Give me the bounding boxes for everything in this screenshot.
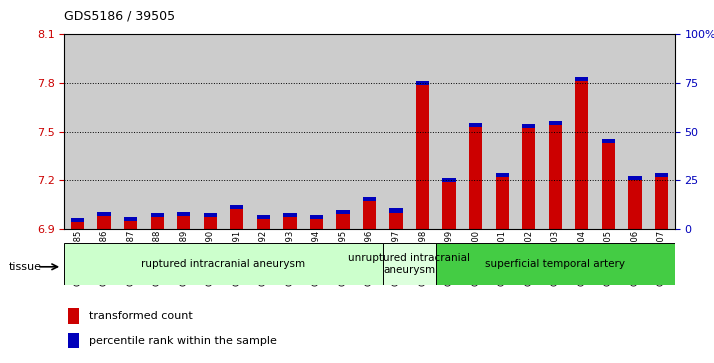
Bar bbox=[655, 173, 668, 177]
Bar bbox=[522, 124, 536, 129]
Bar bbox=[71, 222, 84, 229]
Bar bbox=[383, 243, 436, 285]
Bar bbox=[568, 34, 595, 229]
Text: tissue: tissue bbox=[9, 262, 41, 272]
Bar bbox=[575, 81, 588, 229]
Bar bbox=[469, 127, 482, 229]
Bar bbox=[68, 333, 79, 348]
Bar bbox=[443, 178, 456, 182]
Text: unruptured intracranial
aneurysm: unruptured intracranial aneurysm bbox=[348, 253, 471, 275]
Bar bbox=[575, 77, 588, 81]
Bar bbox=[602, 139, 615, 143]
Bar bbox=[310, 219, 323, 229]
Bar bbox=[416, 85, 429, 229]
Bar bbox=[144, 34, 171, 229]
Bar bbox=[257, 215, 270, 219]
Bar bbox=[250, 34, 276, 229]
Bar bbox=[203, 217, 217, 229]
Bar bbox=[177, 212, 191, 216]
Bar bbox=[648, 34, 675, 229]
Bar bbox=[197, 34, 223, 229]
Bar bbox=[310, 215, 323, 219]
Bar bbox=[151, 217, 164, 229]
Bar bbox=[283, 213, 296, 217]
Text: percentile rank within the sample: percentile rank within the sample bbox=[89, 336, 277, 346]
Bar bbox=[151, 213, 164, 217]
Bar bbox=[542, 34, 568, 229]
Bar bbox=[64, 243, 383, 285]
Text: transformed count: transformed count bbox=[89, 311, 193, 321]
Bar bbox=[595, 34, 622, 229]
Bar bbox=[230, 205, 243, 209]
Bar bbox=[91, 34, 117, 229]
Bar bbox=[622, 34, 648, 229]
Bar bbox=[303, 34, 330, 229]
Bar bbox=[117, 34, 144, 229]
Bar bbox=[283, 217, 296, 229]
Bar bbox=[496, 173, 509, 177]
Bar bbox=[489, 34, 516, 229]
Bar bbox=[97, 216, 111, 229]
Bar bbox=[469, 123, 482, 127]
Bar bbox=[463, 34, 489, 229]
Bar bbox=[443, 182, 456, 229]
Bar bbox=[276, 34, 303, 229]
Text: GDS5186 / 39505: GDS5186 / 39505 bbox=[64, 9, 176, 22]
Bar bbox=[548, 121, 562, 125]
Bar bbox=[516, 34, 542, 229]
Bar bbox=[522, 129, 536, 229]
Bar bbox=[230, 209, 243, 229]
Bar bbox=[416, 81, 429, 85]
Bar bbox=[389, 212, 403, 229]
Bar bbox=[628, 176, 642, 180]
Bar bbox=[363, 201, 376, 229]
Bar bbox=[548, 125, 562, 229]
Bar bbox=[68, 308, 79, 323]
Bar bbox=[655, 177, 668, 229]
Bar bbox=[64, 34, 91, 229]
Bar bbox=[97, 212, 111, 216]
Bar bbox=[71, 218, 84, 222]
Bar bbox=[356, 34, 383, 229]
Bar bbox=[203, 213, 217, 217]
Bar bbox=[336, 210, 350, 214]
Bar bbox=[436, 34, 463, 229]
Bar bbox=[257, 219, 270, 229]
Bar bbox=[602, 143, 615, 229]
Bar bbox=[383, 34, 409, 229]
Bar bbox=[496, 177, 509, 229]
Bar bbox=[336, 214, 350, 229]
Bar bbox=[628, 180, 642, 229]
Bar bbox=[124, 217, 137, 221]
Bar bbox=[436, 243, 675, 285]
Bar bbox=[389, 208, 403, 212]
Text: superficial temporal artery: superficial temporal artery bbox=[486, 259, 625, 269]
Bar bbox=[409, 34, 436, 229]
Bar bbox=[223, 34, 250, 229]
Text: ruptured intracranial aneurysm: ruptured intracranial aneurysm bbox=[141, 259, 306, 269]
Bar bbox=[330, 34, 356, 229]
Bar bbox=[177, 216, 191, 229]
Bar bbox=[124, 221, 137, 229]
Bar bbox=[171, 34, 197, 229]
Bar bbox=[363, 197, 376, 201]
